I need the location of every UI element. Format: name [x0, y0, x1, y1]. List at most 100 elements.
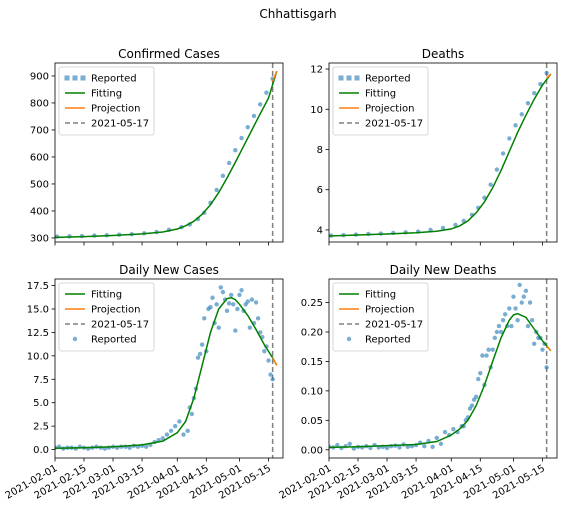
reported-point [509, 323, 514, 329]
reported-point [226, 160, 232, 166]
reported-point [490, 347, 495, 352]
reported-point [532, 90, 537, 96]
chart-panel-4: Daily New Deaths 0.00 0.05 0.10 0.15 0.20 0.25… [278, 263, 558, 502]
reported-point [507, 306, 512, 311]
reported-point [173, 423, 178, 429]
reported-point [523, 288, 529, 293]
reported-point [228, 292, 234, 298]
panel-title: Confirmed Cases [118, 47, 220, 61]
reported-point [532, 341, 537, 346]
legend-label: 2021-05-17 [365, 119, 423, 130]
y-tick-label: 600 [30, 152, 49, 163]
projection-line [271, 70, 278, 82]
reported-point [258, 330, 263, 335]
chart-panel-3: Daily New Cases 0.0 2.5 5.0 7.5 10.0 12.5 15.0 1… [4, 263, 284, 502]
reported-point [249, 297, 255, 302]
y-tick-label: 17.5 [27, 281, 49, 292]
fitting-line [55, 296, 278, 449]
legend: Reported Fitting Projection 2021-05-17 [58, 66, 155, 136]
panel-title: Daily New Deaths [390, 263, 497, 277]
reported-point [469, 403, 475, 408]
chart-panel-1: Confirmed Cases 300 400 500 600 700 800 900 Repo… [30, 47, 284, 246]
y-tick-label: 900 [30, 71, 49, 82]
fitting-line [329, 312, 552, 449]
reported-point [195, 355, 201, 360]
y-tick-label: 0.20 [301, 327, 323, 338]
reported-point [214, 302, 219, 307]
reported-point [500, 318, 506, 323]
reported-point [473, 394, 479, 399]
reported-point [544, 70, 549, 76]
figure-title: Chhattisgarh [259, 7, 336, 21]
reported-point [189, 411, 194, 417]
legend-swatch-reported [72, 336, 78, 342]
reported-point [245, 125, 250, 130]
y-tick-label: 700 [30, 125, 49, 136]
legend: Fitting Projection 2021-05-17 Reported [58, 282, 155, 352]
legend-label: Reported [365, 335, 411, 346]
y-tick-label: 15.0 [27, 304, 49, 315]
legend-swatch-reported [64, 75, 70, 81]
projection-line [546, 345, 552, 352]
reported-point [262, 348, 267, 354]
reported-point [268, 372, 273, 377]
reported-point [335, 442, 340, 448]
reported-point [498, 329, 504, 335]
projection-line [546, 73, 552, 79]
reported-point [144, 444, 149, 449]
y-tick-label: 0.05 [301, 416, 323, 427]
reported-point [500, 151, 506, 156]
y-tick-label: 7.5 [33, 375, 49, 386]
y-tick-label: 0.00 [301, 445, 323, 456]
reported-point [220, 289, 226, 295]
reported-point [440, 225, 446, 231]
reported-point [168, 428, 174, 434]
y-tick-label: 12 [310, 65, 323, 76]
reported-point [540, 347, 545, 352]
reported-point [270, 377, 275, 382]
reported-point [233, 148, 238, 153]
reported-point [484, 353, 489, 358]
y-tick-label: 6 [317, 185, 323, 196]
reported-point [480, 353, 485, 358]
legend-label: Fitting [365, 89, 396, 100]
reported-point [220, 173, 226, 179]
y-tick-label: 800 [30, 98, 49, 109]
reported-point [476, 376, 481, 382]
plot-area [329, 279, 552, 458]
reported-point [494, 167, 500, 172]
y-tick-label: 10 [310, 105, 323, 116]
reported-point [185, 428, 190, 434]
legend-swatch-reported [346, 75, 352, 81]
reported-point [247, 325, 253, 330]
legend-label: 2021-05-17 [365, 320, 423, 331]
reported-point [438, 441, 444, 447]
plot-area [329, 63, 552, 242]
reported-point [517, 282, 522, 288]
legend-label: Projection [365, 305, 414, 316]
reported-point [224, 308, 230, 314]
reported-point [210, 295, 215, 300]
reported-point [529, 318, 535, 323]
axes-frame [54, 62, 284, 243]
reported-point [251, 113, 257, 119]
reported-point [442, 429, 448, 435]
reported-point [511, 294, 516, 299]
projection-line [271, 357, 278, 366]
reported-point [422, 444, 427, 449]
reported-point [253, 300, 259, 305]
legend-label: Fitting [365, 290, 396, 301]
reported-point [494, 329, 500, 335]
legend-label: Reported [91, 335, 137, 346]
reported-point [486, 347, 491, 352]
reported-point [478, 371, 483, 376]
reported-point [515, 318, 520, 323]
reported-point [177, 419, 182, 424]
reported-point [513, 306, 518, 311]
reported-point [199, 342, 205, 347]
legend-label: 2021-05-17 [91, 320, 149, 331]
reported-point [384, 445, 390, 451]
legend-label: Fitting [91, 290, 122, 301]
reported-point [127, 445, 132, 450]
